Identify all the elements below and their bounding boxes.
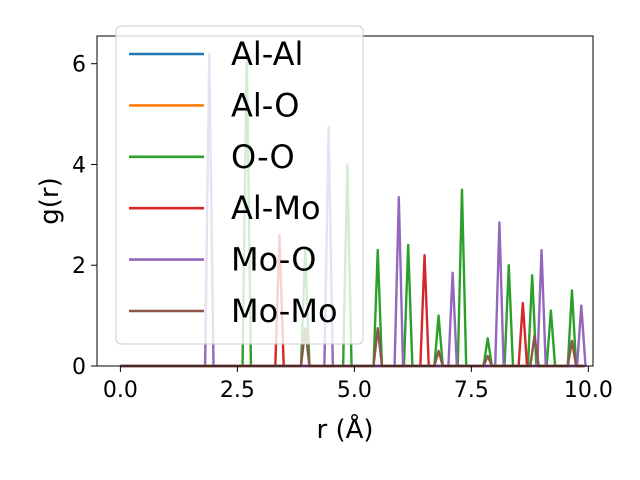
x-tick-label: 7.5 [454, 378, 489, 403]
legend-label: Mo-Mo [231, 292, 338, 330]
x-tick-label: 2.5 [220, 378, 255, 403]
legend-label: O-O [231, 138, 295, 176]
y-tick-label: 6 [72, 53, 86, 78]
y-tick-label: 0 [72, 355, 86, 380]
x-tick-label: 0.0 [103, 378, 138, 403]
legend-label: Al-O [231, 86, 299, 124]
x-tick-label: 10.0 [564, 378, 613, 403]
x-tick-label: 5.0 [337, 378, 372, 403]
legend-label: Al-Mo [231, 189, 321, 227]
legend-label: Mo-O [231, 241, 316, 279]
legend-label: Al-Al [231, 35, 303, 73]
y-tick-label: 2 [72, 254, 86, 279]
legend: Al-Al Al-O O-O Al-Mo Mo-O Mo-Mo [115, 25, 364, 345]
y-tick-label: 4 [72, 153, 86, 178]
tick-layer: 0.0 2.5 5.0 7.5 10.0 0 2 4 6 [72, 53, 613, 403]
y-axis-label: g(r) [35, 177, 65, 224]
x-axis-label: r (Å) [316, 413, 373, 445]
